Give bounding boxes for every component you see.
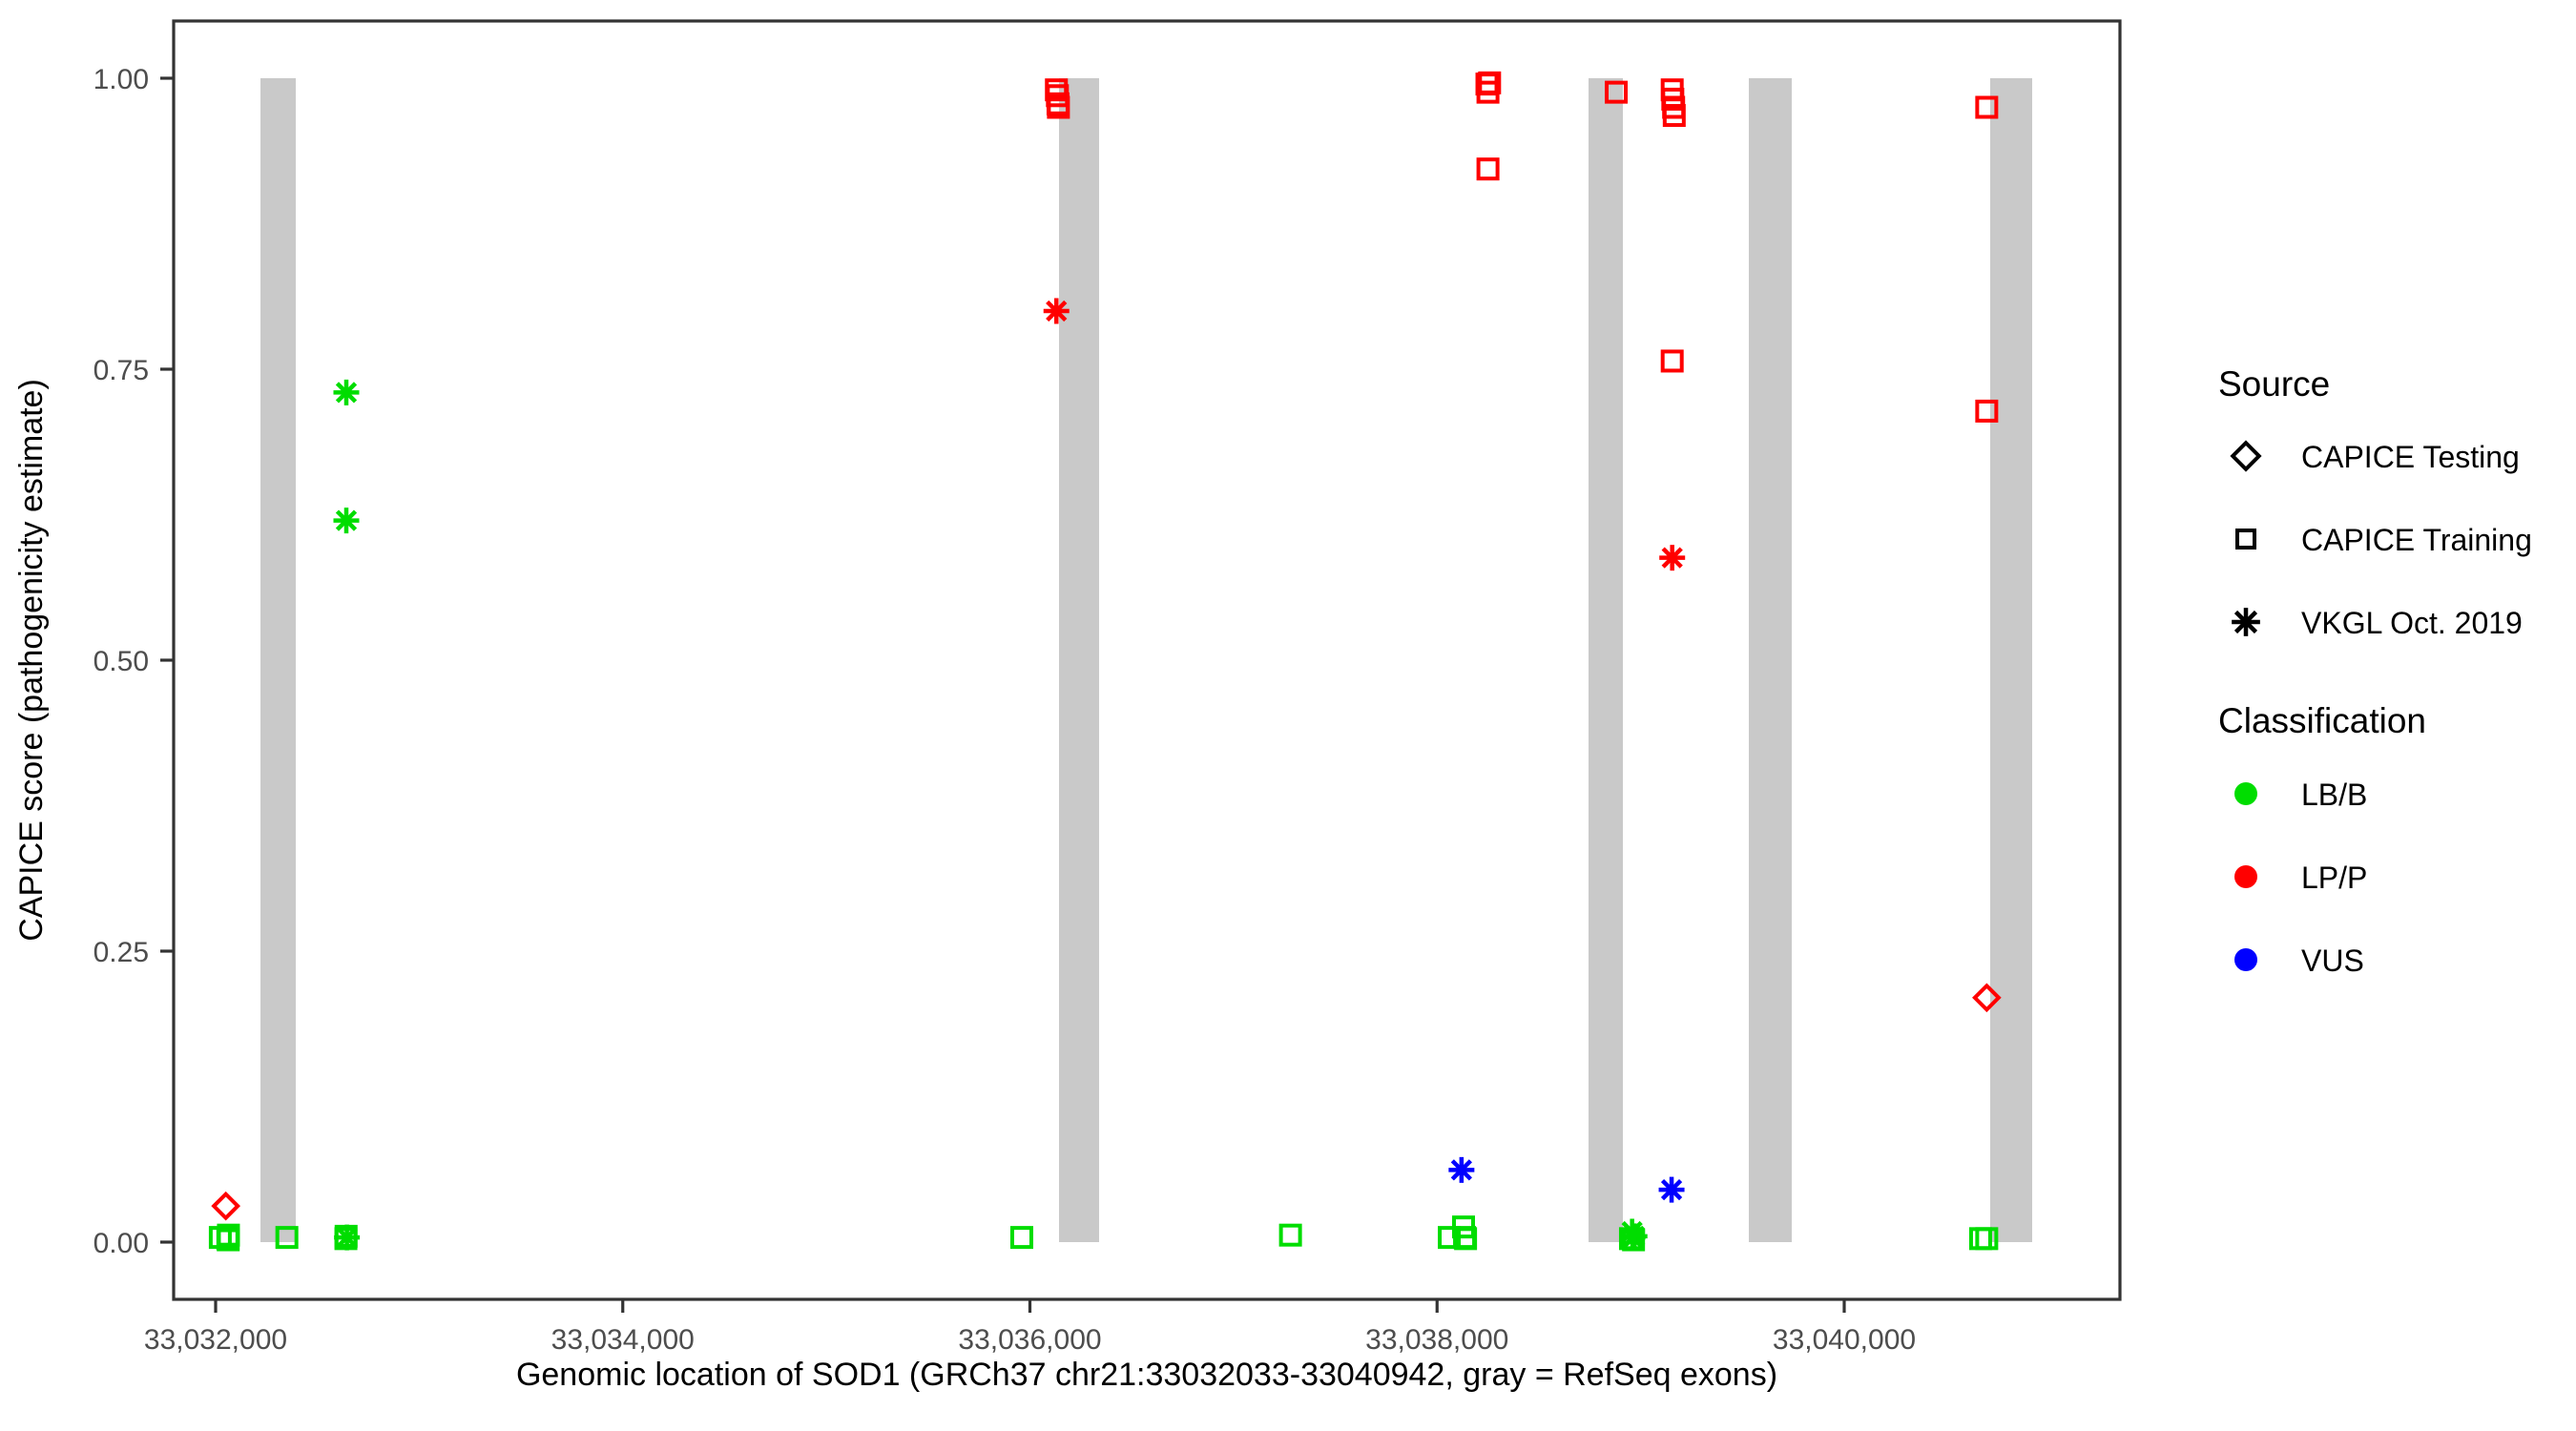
legend-label-source: VKGL Oct. 2019 [2301, 606, 2523, 640]
legend-color-dot [2234, 865, 2257, 888]
marker-square [217, 1223, 240, 1247]
exon-bar [1589, 78, 1623, 1242]
y-tick-label: 0.50 [93, 646, 149, 677]
legend-item-classification[interactable]: LP/P [2234, 861, 2367, 895]
legend-label-classification: LP/P [2301, 861, 2367, 895]
x-tick-label: 33,036,000 [958, 1324, 1101, 1356]
legend-items-source: CAPICE Testing CAPICE Training VKGL Oct. 2… [2230, 440, 2532, 640]
legend-item-classification[interactable]: VUS [2234, 944, 2364, 978]
exon-bar [1059, 78, 1099, 1242]
legend-items-classification: LB/B LP/P VUS [2234, 778, 2367, 978]
marker-square [1660, 349, 1684, 373]
marker-diamond [1972, 983, 2002, 1013]
legend-color-dot [2234, 782, 2257, 805]
marker-square [1454, 1227, 1478, 1251]
legend-item-source[interactable]: CAPICE Training [2235, 523, 2532, 557]
y-tick-label: 0.00 [93, 1228, 149, 1259]
marker-square [1478, 71, 1502, 94]
marker-asterisk [333, 508, 360, 534]
legend: Source Classification CAPICE TestingCAPI… [2218, 364, 2532, 978]
legend-label-source: CAPICE Testing [2301, 440, 2520, 474]
marker-asterisk [1658, 1176, 1685, 1203]
marker-square [1605, 80, 1629, 104]
marker-square [1009, 1226, 1033, 1250]
legend-label-source: CAPICE Training [2301, 523, 2532, 557]
x-tick-label: 33,034,000 [551, 1324, 695, 1356]
x-tick-label: 33,038,000 [1365, 1324, 1508, 1356]
marker-square [2235, 529, 2256, 550]
series-lbb [208, 379, 1999, 1252]
marker-asterisk [333, 379, 360, 405]
marker-square [1476, 157, 1500, 181]
marker-square [1662, 104, 1686, 128]
legend-title-classification: Classification [2218, 701, 2426, 740]
marker-asterisk [1448, 1156, 1475, 1183]
legend-label-classification: VUS [2301, 944, 2364, 978]
x-tick-label: 33,032,000 [144, 1324, 287, 1356]
legend-item-source[interactable]: CAPICE Testing [2230, 440, 2520, 474]
legend-item-source[interactable]: VKGL Oct. 2019 [2232, 606, 2523, 640]
marker-square [275, 1226, 299, 1250]
data-point-layer [208, 71, 2002, 1252]
marker-square [1975, 399, 1999, 423]
legend-title-source: Source [2218, 364, 2330, 404]
marker-diamond [2230, 440, 2262, 472]
x-axis-title: Genomic location of SOD1 (GRCh37 chr21:3… [516, 1357, 1777, 1393]
y-axis: 0.00 0.25 0.50 0.75 1.00 [93, 64, 174, 1259]
refseq-exon-bars [260, 78, 2032, 1242]
x-tick-label: 33,040,000 [1773, 1324, 1916, 1356]
exon-bar [260, 78, 296, 1242]
y-tick-label: 0.75 [93, 355, 149, 386]
plot-panel-background [174, 21, 2120, 1299]
x-axis: 33,032,000 33,034,000 33,036,000 33,038,000… [144, 1299, 1916, 1356]
marker-asterisk [2232, 608, 2260, 636]
marker-asterisk [1621, 1223, 1648, 1250]
legend-item-classification[interactable]: LB/B [2234, 778, 2367, 812]
marker-asterisk [1043, 298, 1070, 324]
series-lpp [211, 71, 2002, 1221]
marker-asterisk [334, 1224, 361, 1251]
marker-diamond [211, 1191, 240, 1221]
marker-asterisk [1659, 545, 1686, 571]
series-vus [1448, 1156, 1685, 1203]
y-axis-title: CAPICE score (pathogenicity estimate) [13, 379, 50, 942]
marker-square [1975, 1227, 1999, 1251]
marker-square [1047, 95, 1070, 119]
exon-bar [1749, 78, 1792, 1242]
legend-color-dot [2234, 948, 2257, 971]
exon-bar [1990, 78, 2032, 1242]
y-tick-label: 0.25 [93, 937, 149, 968]
marker-square [1975, 95, 1999, 119]
y-tick-label: 1.00 [93, 64, 149, 95]
marker-square [1278, 1223, 1302, 1247]
legend-label-classification: LB/B [2301, 778, 2367, 812]
